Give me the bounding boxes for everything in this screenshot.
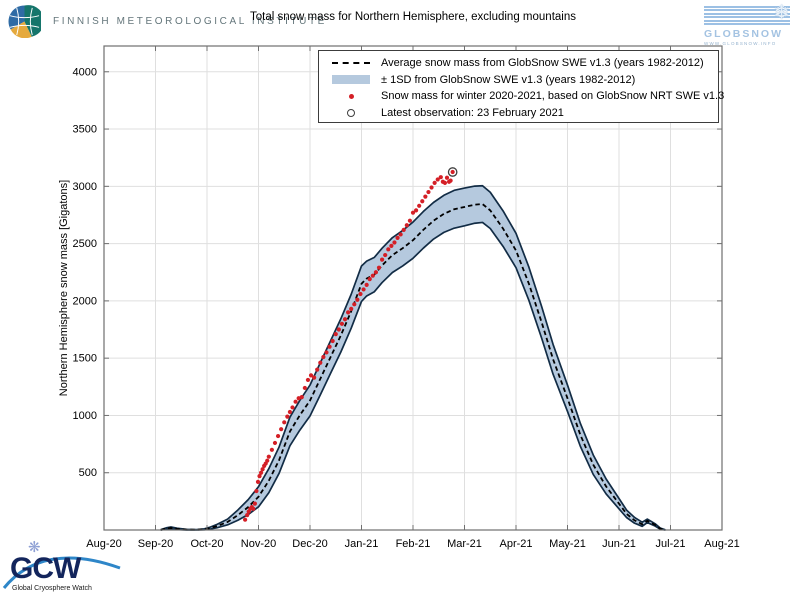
winter-scatter (243, 175, 453, 522)
gcw-acronym: GCW (10, 552, 81, 585)
red-dot-marker (329, 93, 373, 99)
open-circle-marker (329, 108, 373, 117)
svg-text:Oct-20: Oct-20 (190, 538, 223, 550)
legend-label: Snow mass for winter 2020-2021, based on… (381, 90, 725, 103)
svg-text:Jan-21: Jan-21 (345, 538, 379, 550)
svg-text:2000: 2000 (73, 295, 97, 307)
globsnow-url-text: WWW.GLOBSNOW.INFO (704, 41, 777, 46)
svg-text:Jul-21: Jul-21 (656, 538, 686, 550)
y-axis-title: Northern Hemisphere snow mass [Gigatons] (58, 179, 70, 397)
fmi-logo-icon (8, 5, 41, 38)
svg-text:2500: 2500 (73, 238, 97, 250)
chart-legend: Average snow mass from GlobSnow SWE v1.3… (318, 50, 724, 123)
band-patch-marker (329, 75, 373, 85)
svg-text:Mar-21: Mar-21 (447, 538, 482, 550)
svg-text:May-21: May-21 (549, 538, 586, 550)
latest-observation-dot (450, 169, 455, 175)
svg-text:Feb-21: Feb-21 (396, 538, 431, 550)
globsnow-logo: ❄ GLOBSNOW WWW.GLOBSNOW.INFO (704, 2, 794, 46)
y-tick-labels: 500 1000 1500 2000 2500 3000 3500 4000 (73, 66, 97, 479)
svg-text:Dec-20: Dec-20 (292, 538, 327, 550)
svg-text:Aug-21: Aug-21 (704, 538, 739, 550)
legend-item-latest-observation: Latest observation: 23 February 2021 (319, 105, 718, 122)
fmi-logo-text: FINNISH METEOROLOGICAL INSTITUTE (53, 16, 327, 27)
svg-text:1500: 1500 (73, 353, 97, 365)
sd-band-lower-edge (160, 221, 666, 531)
svg-text:4000: 4000 (73, 66, 97, 78)
svg-text:Aug-20: Aug-20 (86, 538, 121, 550)
svg-text:Apr-21: Apr-21 (499, 538, 532, 550)
tick-marks (103, 46, 723, 530)
sd-band (160, 185, 666, 530)
gcw-logo: ❋ GCW Global Cryosphere Watch (2, 536, 122, 596)
globsnow-stripes: ❄ (704, 2, 790, 27)
svg-text:3000: 3000 (73, 181, 97, 193)
gcw-swoosh (2, 556, 121, 589)
snowflake-icon: ❋ (28, 539, 41, 556)
svg-text:Jun-21: Jun-21 (602, 538, 636, 550)
latest-observation-ring (447, 167, 458, 177)
legend-item-average: Average snow mass from GlobSnow SWE v1.3… (319, 55, 718, 72)
legend-label: Average snow mass from GlobSnow SWE v1.3… (381, 57, 704, 70)
globsnow-logo-text: GLOBSNOW (704, 28, 783, 40)
svg-text:Sep-20: Sep-20 (138, 538, 173, 550)
svg-text:3500: 3500 (73, 124, 97, 136)
x-tick-labels: Aug-20 Sep-20 Oct-20 Nov-20 Dec-20 Jan-21 Feb-… (86, 538, 739, 550)
legend-item-sd-band: ± 1SD from GlobSnow SWE v1.3 (years 1982… (319, 72, 718, 89)
snowflake-icon: ❄ (773, 2, 790, 24)
sd-band-upper-edge (160, 184, 666, 531)
legend-label: ± 1SD from GlobSnow SWE v1.3 (years 1982… (381, 73, 636, 86)
legend-label: Latest observation: 23 February 2021 (381, 106, 564, 119)
mean-line (160, 203, 666, 531)
svg-text:Nov-20: Nov-20 (241, 538, 276, 550)
chart-title: Total snow mass for Northern Hemisphere,… (250, 11, 576, 23)
dashed-line-marker (329, 62, 373, 65)
svg-text:500: 500 (79, 467, 97, 479)
fmi-header: FINNISH METEOROLOGICAL INSTITUTE (8, 5, 327, 38)
gcw-subtitle: Global Cryosphere Watch (12, 585, 92, 592)
svg-text:1000: 1000 (73, 410, 97, 422)
legend-item-winter-scatter: Snow mass for winter 2020-2021, based on… (319, 88, 724, 105)
